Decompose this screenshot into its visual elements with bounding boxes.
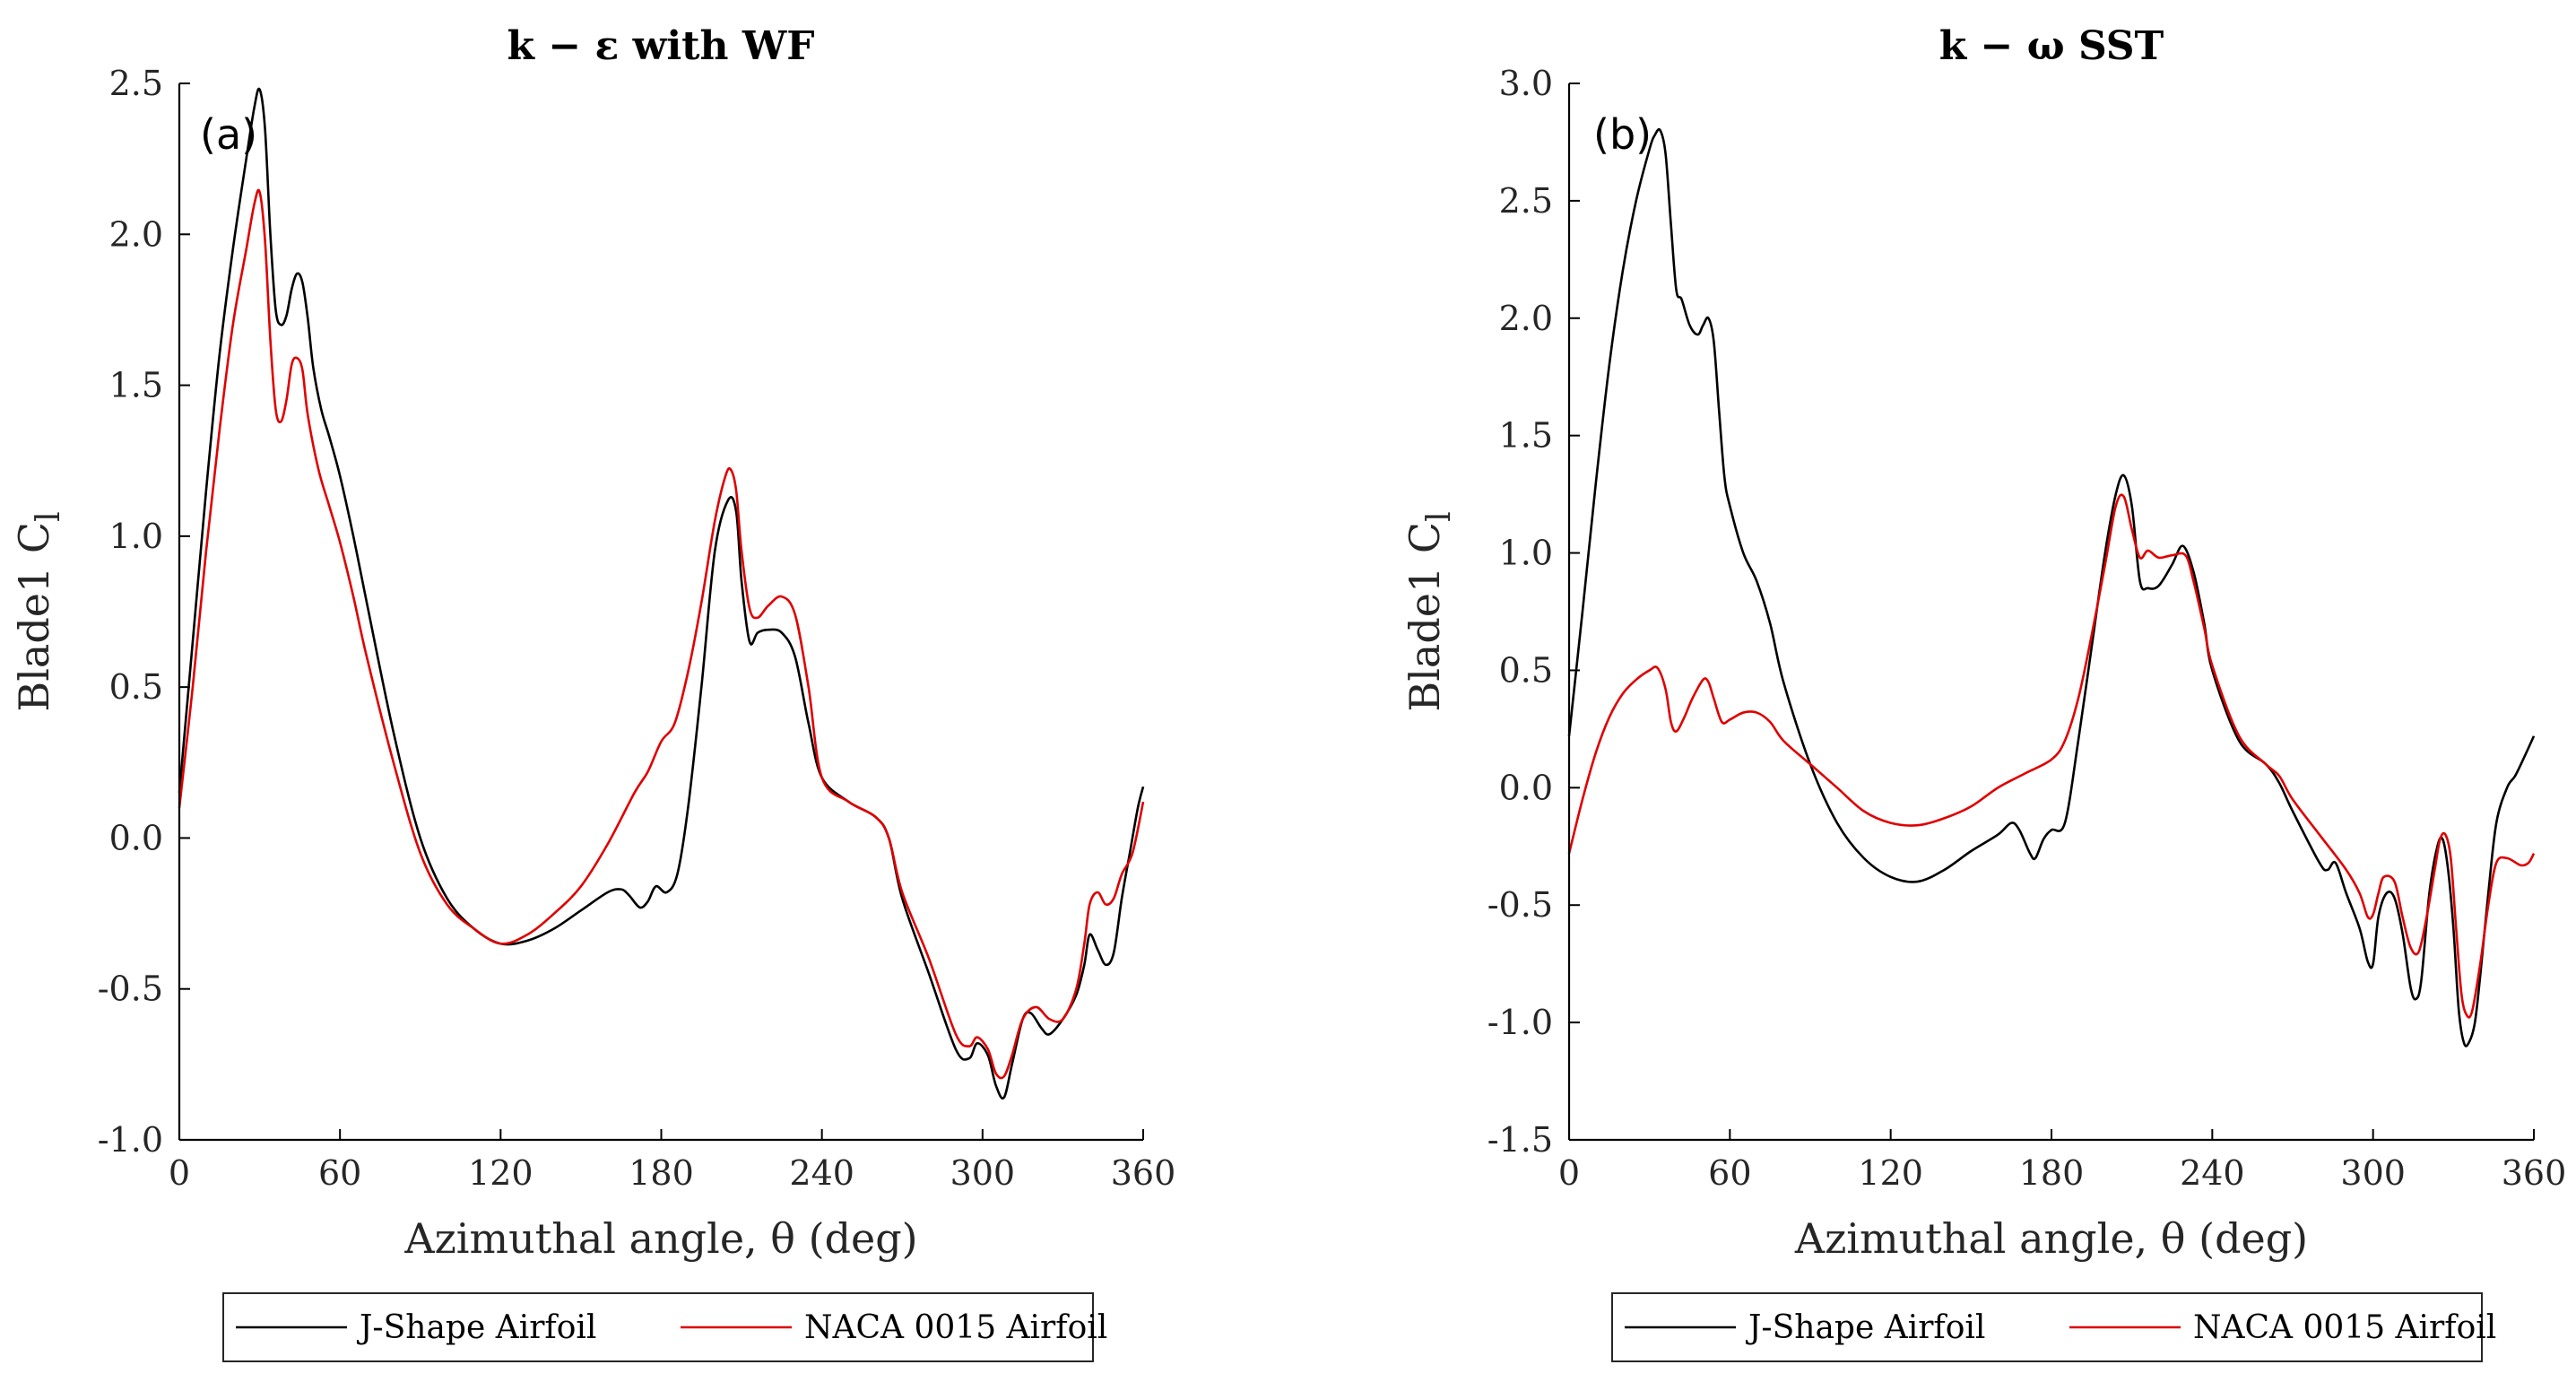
y-tick-label: 1.0: [109, 517, 163, 556]
y-tick-label: 0.0: [109, 818, 163, 857]
x-axis-title: Azimuthal angle, θ (deg): [403, 1214, 917, 1263]
x-tick-label: 180: [2019, 1153, 2085, 1193]
y-tick-label: -0.5: [98, 969, 163, 1009]
series-line-naca-0015: [1567, 493, 2536, 1019]
chart-title: k − ε with WF: [507, 23, 815, 69]
legend: J-Shape Airfoil NACA 0015 Airfoil: [1611, 1292, 2496, 1362]
x-tick-label: 180: [629, 1153, 694, 1193]
y-tick-label: 2.0: [1499, 299, 1553, 338]
x-tick-label: 240: [2180, 1153, 2245, 1193]
y-axis-title: Blade1 Cl: [1401, 511, 1458, 711]
legend-box: [222, 1292, 1094, 1362]
y-axis-title-main: Blade1 C: [1401, 522, 1449, 712]
y-tick-label: 0.5: [109, 667, 163, 707]
y-tick-label: -0.5: [1487, 885, 1553, 925]
y-axis-title-subscript: l: [30, 511, 67, 522]
x-tick-label: 360: [2502, 1153, 2567, 1193]
legend-box: [1611, 1292, 2483, 1362]
y-tick-label: 1.0: [1499, 534, 1553, 573]
y-tick-label: 1.5: [1499, 416, 1553, 456]
y-axis-title-subscript: l: [1421, 511, 1458, 522]
series-line-j-shape: [1567, 127, 2536, 1047]
series-line-j-shape: [178, 87, 1145, 1100]
y-tick-label: 0.5: [1499, 650, 1553, 690]
y-tick-label: 2.0: [109, 214, 163, 254]
y-tick-label: 2.5: [1499, 181, 1553, 221]
x-tick-label: 0: [169, 1153, 190, 1193]
x-tick-label: 0: [1558, 1153, 1580, 1193]
series-line-naca-0015: [178, 188, 1145, 1080]
x-axis-title: Azimuthal angle, θ (deg): [1794, 1214, 2308, 1263]
panel-label: (b): [1593, 110, 1652, 159]
x-tick-label: 120: [468, 1153, 533, 1193]
y-tick-label: 2.5: [109, 64, 163, 103]
legend-entry-j-shape: J-Shape Airfoil: [356, 1309, 596, 1346]
y-tick-label: -1.0: [1487, 1003, 1553, 1042]
y-tick-label: -1.0: [98, 1120, 163, 1160]
chart-panel-b: k − ω SST 0 60 120 180 240 300 360 -1.5 -1.0 -0.5 0…: [1401, 23, 2567, 1362]
legend-entry-naca-0015: NACA 0015 Airfoil: [2193, 1309, 2496, 1346]
legend: J-Shape Airfoil NACA 0015 Airfoil: [222, 1292, 1107, 1362]
x-tick-label: 300: [2340, 1153, 2406, 1193]
x-tick-label: 60: [1708, 1153, 1751, 1193]
x-tick-label: 360: [1111, 1153, 1176, 1193]
x-tick-label: 60: [318, 1153, 361, 1193]
legend-entry-j-shape: J-Shape Airfoil: [1745, 1309, 1985, 1346]
y-tick-label: 3.0: [1499, 64, 1553, 103]
y-tick-label: 1.5: [109, 366, 163, 405]
y-tick-label: -1.5: [1487, 1120, 1553, 1160]
chart-panel-a: k − ε with WF 0 60 120 180 240 300 360 -1.0 -0.5 0…: [10, 23, 1176, 1362]
chart-title: k − ω SST: [1939, 23, 2164, 69]
y-axis-title-main: Blade1 C: [10, 522, 58, 712]
y-axis-title: Blade1 Cl: [10, 511, 67, 711]
y-tick-label: 0.0: [1499, 768, 1553, 807]
panel-label: (a): [200, 110, 257, 159]
legend-entry-naca-0015: NACA 0015 Airfoil: [804, 1309, 1107, 1346]
x-tick-label: 120: [1858, 1153, 1923, 1193]
x-tick-label: 240: [789, 1153, 854, 1193]
x-tick-label: 300: [950, 1153, 1016, 1193]
